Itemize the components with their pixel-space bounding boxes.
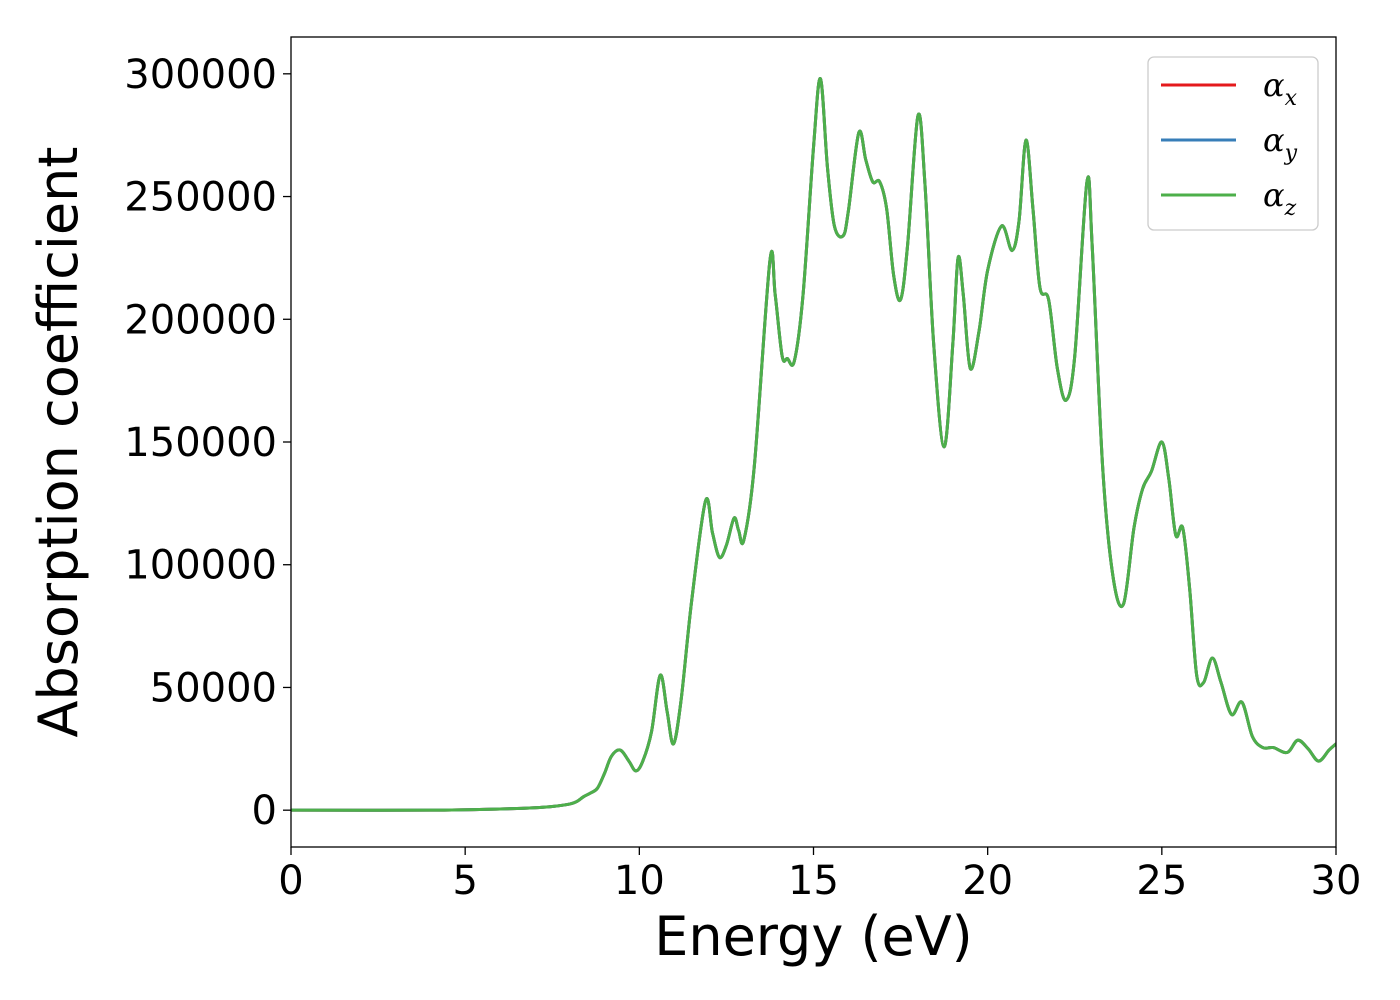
y-axis-label: Absorption coefficient [27,147,90,738]
legend-box [1147,56,1319,231]
y-tick-label: 50000 [150,665,277,711]
x-tick-label: 20 [962,858,1013,904]
y-tick-label: 100000 [124,543,277,589]
x-tick-label: 10 [614,858,665,904]
x-axis-label: Energy (eV) [654,905,973,968]
x-tick-label: 0 [278,858,303,904]
legend: αx αy αz [1147,56,1319,231]
y-tick-label: 200000 [124,297,277,343]
legend-label-y: αy [1263,121,1298,166]
y-tick-label: 150000 [124,420,277,466]
legend-label-x: αx [1263,66,1298,111]
y-tick-label: 250000 [124,175,277,221]
legend-label-z: αz [1263,176,1297,221]
plot-area [291,77,1336,812]
axes: 0 5 10 15 20 25 30 0 50000 100000 150000 200000 2500… [124,36,1362,904]
x-tick-label: 5 [452,858,477,904]
x-tick-label: 15 [788,858,839,904]
x-tick-label: 30 [1311,858,1362,904]
x-tick-label: 25 [1136,858,1187,904]
y-tick-label: 300000 [124,52,277,98]
series-line-z [291,77,1336,812]
y-tick-label: 0 [252,788,277,834]
